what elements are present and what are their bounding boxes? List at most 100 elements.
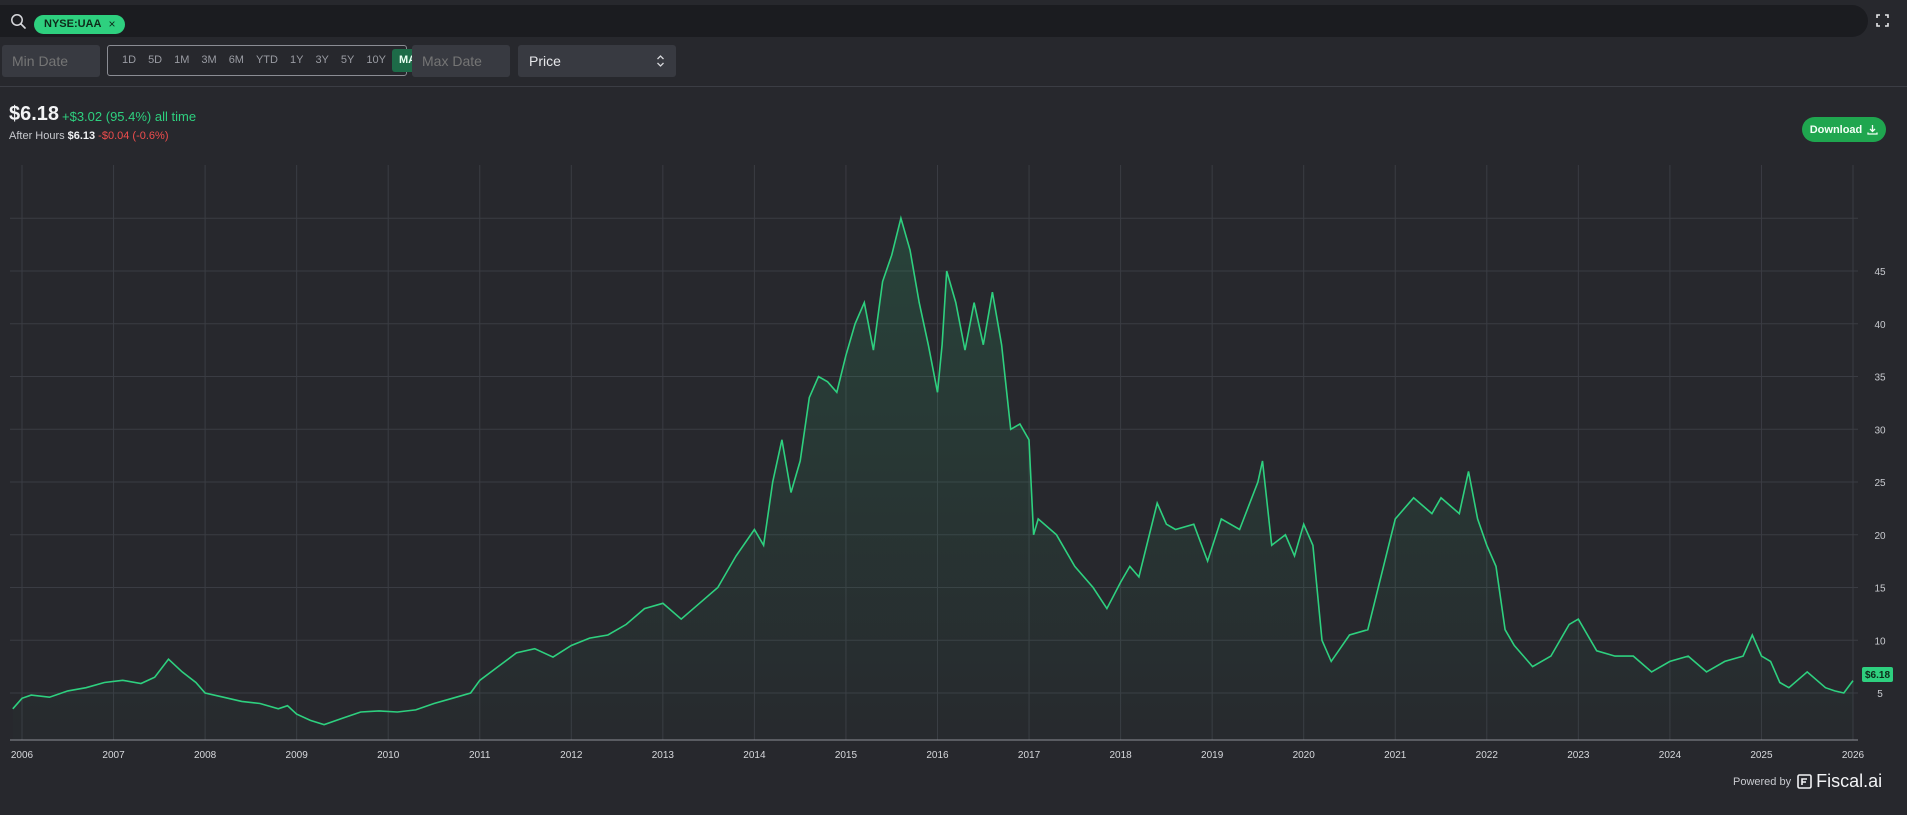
search-bar[interactable]: NYSE:UAA × bbox=[0, 5, 1868, 37]
range-ytd-button[interactable]: YTD bbox=[255, 54, 278, 66]
data-point bbox=[1366, 628, 1370, 632]
data-point bbox=[569, 644, 573, 648]
data-point bbox=[1476, 517, 1480, 521]
data-point bbox=[1293, 554, 1297, 558]
data-point bbox=[1686, 654, 1690, 658]
data-point bbox=[478, 678, 482, 682]
y-tick-label: 25 bbox=[1874, 478, 1886, 489]
download-label: Download bbox=[1809, 123, 1863, 136]
data-point bbox=[1192, 522, 1196, 526]
range-5y-button[interactable]: 5Y bbox=[340, 54, 355, 66]
data-point bbox=[322, 723, 326, 727]
data-point bbox=[1238, 527, 1242, 531]
data-point bbox=[1741, 654, 1745, 658]
brand-logo: Fiscal.ai bbox=[1797, 771, 1882, 792]
fullscreen-icon[interactable] bbox=[1876, 14, 1889, 27]
range-5d-button[interactable]: 5D bbox=[148, 54, 163, 66]
max-date-input[interactable] bbox=[412, 45, 510, 77]
data-point bbox=[1805, 670, 1809, 674]
x-tick-label: 2023 bbox=[1567, 750, 1590, 760]
data-point bbox=[1549, 654, 1553, 658]
x-tick-label: 2014 bbox=[743, 750, 766, 760]
data-point bbox=[359, 710, 363, 714]
x-tick-label: 2020 bbox=[1293, 750, 1316, 760]
data-point bbox=[1851, 679, 1855, 683]
data-point bbox=[1347, 633, 1351, 637]
fiscal-logo-icon bbox=[1797, 774, 1812, 789]
all-time-change: +$3.02 (95.4%) all time bbox=[62, 109, 197, 124]
header-divider bbox=[0, 86, 1907, 87]
y-tick-label: 35 bbox=[1874, 373, 1886, 384]
download-icon bbox=[1867, 125, 1878, 135]
data-point bbox=[1787, 686, 1791, 690]
x-tick-label: 2018 bbox=[1109, 750, 1132, 760]
data-point bbox=[153, 675, 157, 679]
data-point bbox=[1384, 554, 1388, 558]
data-point bbox=[1320, 638, 1324, 642]
price-chart[interactable]: 2006 2007 2008 2009 2010 2011 2012 2013 2014 2015… bbox=[0, 160, 1907, 760]
data-point bbox=[1032, 533, 1036, 537]
x-tick-label: 2009 bbox=[286, 750, 309, 760]
x-axis-ticks: 2006 2007 2008 2009 2010 2011 2012 2013 2014 2015… bbox=[11, 750, 1865, 760]
ticker-chip[interactable]: NYSE:UAA × bbox=[34, 15, 126, 34]
data-point bbox=[762, 543, 766, 547]
data-point bbox=[1119, 580, 1123, 584]
data-point bbox=[1512, 644, 1516, 648]
x-tick-label: 2025 bbox=[1750, 750, 1773, 760]
data-point bbox=[1311, 543, 1315, 547]
data-point bbox=[963, 348, 967, 352]
data-point bbox=[47, 695, 51, 699]
data-point bbox=[734, 554, 738, 558]
range-3m-button[interactable]: 3M bbox=[201, 54, 217, 66]
data-point bbox=[1155, 501, 1159, 505]
data-point bbox=[1650, 670, 1654, 674]
data-point bbox=[643, 607, 647, 611]
data-point bbox=[514, 651, 518, 655]
data-point bbox=[908, 248, 912, 252]
data-point bbox=[1105, 607, 1109, 611]
min-date-input[interactable] bbox=[2, 45, 100, 77]
remove-ticker-icon[interactable]: × bbox=[108, 17, 116, 31]
powered-by-label: Powered by bbox=[1733, 775, 1792, 788]
data-point bbox=[1219, 517, 1223, 521]
data-point bbox=[194, 680, 198, 684]
x-tick-label: 2019 bbox=[1201, 750, 1224, 760]
data-point bbox=[771, 480, 775, 484]
data-point bbox=[29, 693, 33, 697]
data-point bbox=[1206, 559, 1210, 563]
data-point bbox=[102, 680, 106, 684]
data-point bbox=[340, 716, 344, 720]
range-6m-button[interactable]: 6M bbox=[228, 54, 244, 66]
metric-select[interactable]: Price bbox=[518, 45, 676, 77]
y-tick-label: 5 bbox=[1877, 689, 1883, 700]
x-tick-label: 2010 bbox=[377, 750, 400, 760]
data-point bbox=[1137, 575, 1141, 579]
data-point bbox=[1485, 543, 1489, 547]
data-point bbox=[972, 301, 976, 305]
search-icon[interactable] bbox=[10, 13, 26, 29]
range-10y-button[interactable]: 10Y bbox=[366, 54, 386, 66]
download-button[interactable]: Download bbox=[1802, 117, 1886, 142]
data-point bbox=[1494, 564, 1498, 568]
data-point bbox=[551, 655, 555, 659]
range-selector: 1D 5D 1M 3M 6M YTD 1Y 3Y 5Y 10Y MAX bbox=[107, 45, 431, 76]
y-tick-label: 40 bbox=[1874, 320, 1886, 331]
y-tick-label: 45 bbox=[1874, 267, 1886, 278]
range-3y-button[interactable]: 3Y bbox=[315, 54, 329, 66]
data-point bbox=[844, 353, 848, 357]
after-hours-change: -$0.04 (-0.6%) bbox=[98, 130, 169, 142]
y-axis-ticks: 5 10 15 20 25 30 35 40 45 bbox=[1874, 267, 1886, 700]
data-point bbox=[533, 647, 537, 651]
data-point bbox=[1833, 689, 1837, 693]
data-point bbox=[624, 622, 628, 626]
data-point bbox=[180, 670, 184, 674]
data-point bbox=[308, 718, 312, 722]
data-point bbox=[697, 601, 701, 605]
current-price: $6.18 bbox=[9, 103, 60, 125]
data-point bbox=[661, 601, 665, 605]
data-point bbox=[816, 375, 820, 379]
range-1m-button[interactable]: 1M bbox=[174, 54, 190, 66]
data-point bbox=[871, 348, 875, 352]
range-1y-button[interactable]: 1Y bbox=[289, 54, 304, 66]
range-1d-button[interactable]: 1D bbox=[122, 54, 137, 66]
